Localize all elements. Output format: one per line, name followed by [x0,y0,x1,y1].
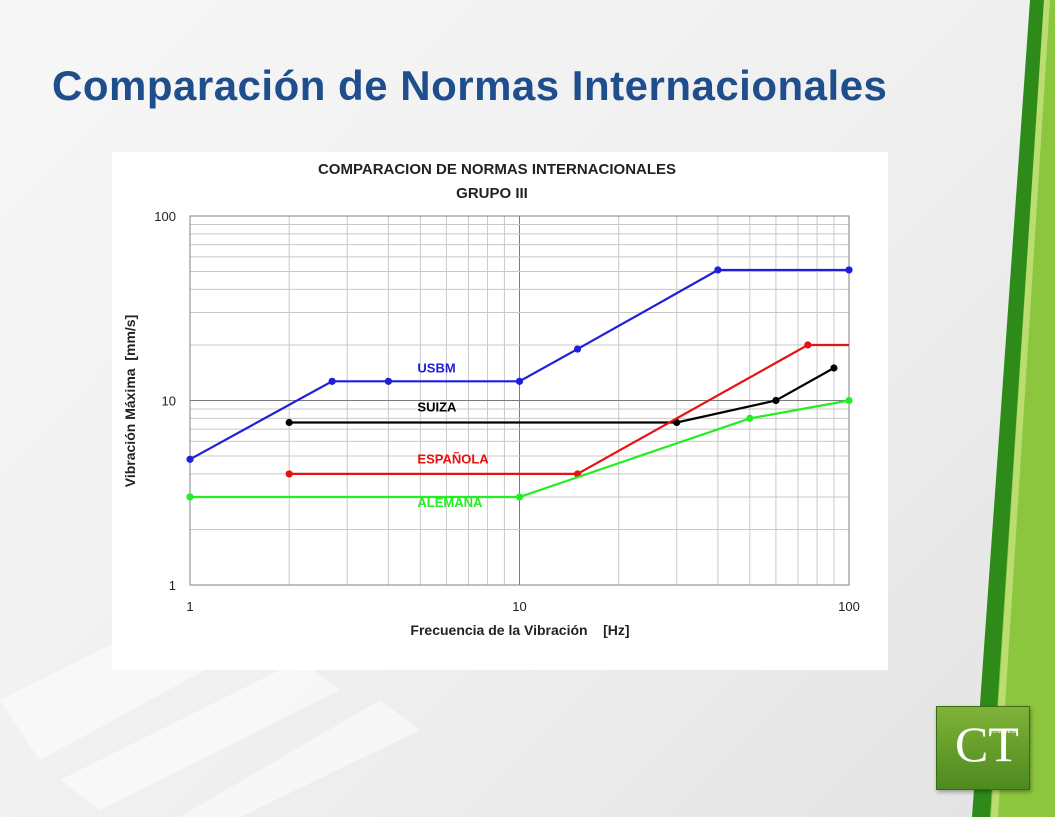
x-tick-label: 10 [512,599,526,614]
series-espanola: ESPAÑOLA [285,341,849,478]
data-point-usbm [845,266,853,274]
data-point-alemana [186,493,194,501]
data-point-suiza [285,418,293,427]
data-point-usbm [515,377,524,385]
series-alemana: ALEMANA [186,396,853,510]
series-label-alemana: ALEMANA [417,495,483,510]
series-label-espanola: ESPAÑOLA [417,452,489,467]
data-point-suiza [673,418,681,427]
x-tick-label: 100 [838,599,860,614]
chart-series: USBM SUIZA ESPAÑOLA ALEMANA [186,266,853,510]
data-point-usbm [328,377,336,385]
line-chart: USBM SUIZA ESPAÑOLA ALEMANA 1 10 100 1 10 100 CO… [122,161,860,638]
series-line-suiza [289,367,835,424]
slide-title: Comparación de Normas Internacionales [52,62,888,109]
chart-ticks: 1 10 100 1 10 100 [154,209,860,614]
data-point-usbm [573,345,582,353]
chart-panel: USBM SUIZA ESPAÑOLA ALEMANA 1 10 100 1 10 100 CO… [112,152,888,670]
y-axis-label: Vibración Máxima [mm/s] [122,315,138,487]
series-line-espanola [289,343,849,475]
data-point-espanola [285,470,293,478]
data-point-usbm [384,377,392,385]
logo-text: CT [955,716,1019,772]
logo-small-text: CONGRESO [989,729,1019,735]
data-point-espanola [804,341,812,349]
series-label-usbm: USBM [417,360,455,375]
data-point-usbm [186,455,194,463]
series-label-suiza: SUIZA [417,400,457,415]
y-tick-label: 10 [162,394,176,409]
chart-grid [189,215,850,586]
data-point-alemana [746,414,754,422]
data-point-suiza [772,396,780,405]
chart-subtitle: GRUPO III [456,185,528,202]
series-line-alemana [190,399,850,499]
x-tick-label: 1 [186,599,193,614]
data-point-alemana [515,493,524,501]
data-point-suiza [830,364,838,372]
data-point-usbm [714,266,722,274]
x-axis-label: Frecuencia de la Vibración [Hz] [410,622,629,638]
data-point-alemana [845,396,853,405]
series-suiza: SUIZA [285,364,838,427]
series-usbm: USBM [186,266,853,463]
chart-title: COMPARACION DE NORMAS INTERNACIONALES [318,161,676,178]
y-tick-label: 1 [169,578,176,593]
y-tick-label: 100 [154,209,176,224]
green-stripe-dark [972,0,1044,817]
congreso-tecnico-logo: CT CONGRESO [936,706,1030,790]
